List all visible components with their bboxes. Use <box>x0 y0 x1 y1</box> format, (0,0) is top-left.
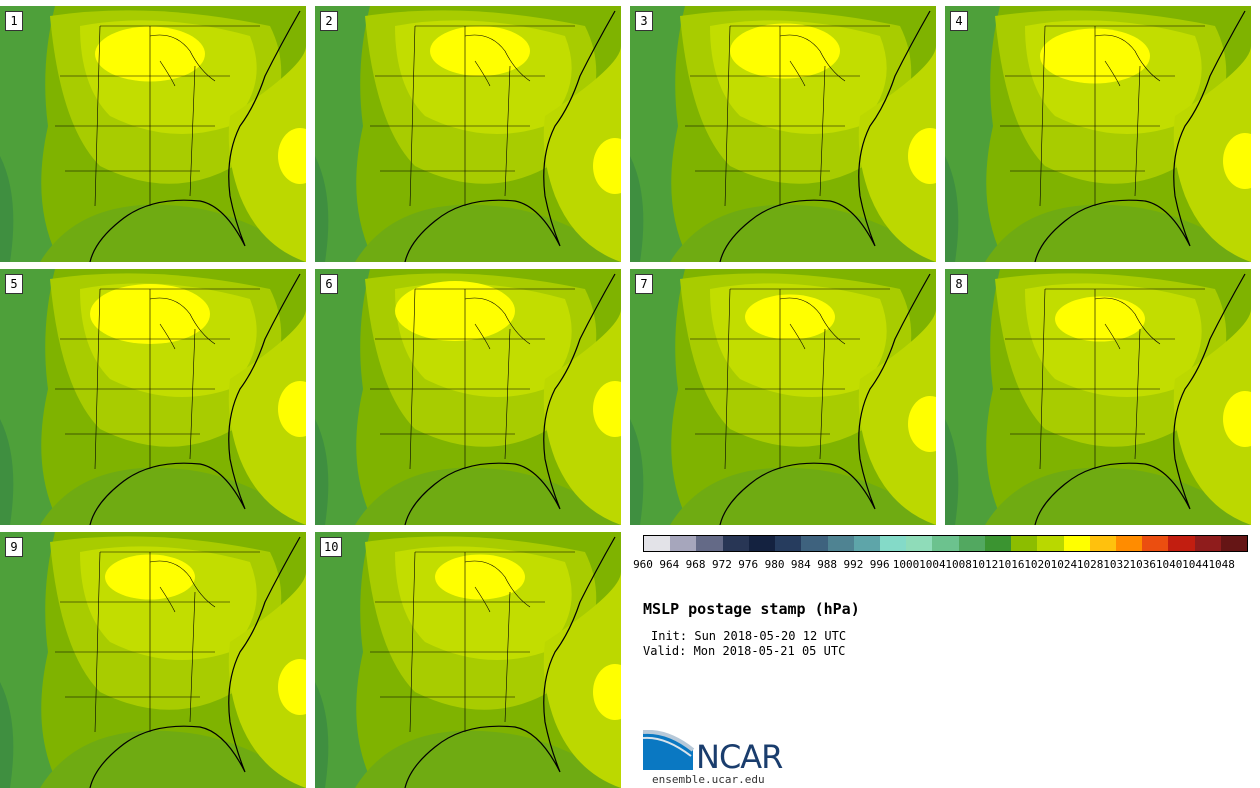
chart-title: MSLP postage stamp (hPa) <box>643 600 860 618</box>
colorbar-tick-label: 1024 <box>1050 558 1078 571</box>
colorbar-segment <box>644 536 671 551</box>
colorbar-segment <box>906 536 933 551</box>
ensemble-member-map-9: 9 <box>0 532 306 788</box>
colorbar-tick-label: 1036 <box>1129 558 1157 571</box>
colorbar-tick-label: 1004 <box>919 558 946 571</box>
mslp-map <box>0 269 306 525</box>
colorbar-tick-label: 992 <box>843 558 864 571</box>
member-label: 4 <box>950 11 968 31</box>
ensemble-member-map-7: 7 <box>630 269 936 525</box>
ncar-logo-icon <box>643 730 695 770</box>
mslp-map <box>945 269 1251 525</box>
colorbar-tick-label: 972 <box>711 558 732 571</box>
colorbar-segment <box>1168 536 1195 551</box>
colorbar-tick-label: 988 <box>817 558 838 571</box>
colorbar-tick-label: 976 <box>738 558 759 571</box>
member-label: 7 <box>635 274 653 294</box>
colorbar-tick-label: 1044 <box>1182 558 1209 571</box>
ensemble-member-map-6: 6 <box>315 269 621 525</box>
mslp-colorbar <box>643 535 1248 552</box>
logo-wordmark: NCAR <box>696 738 783 776</box>
ensemble-member-map-10: 10 <box>315 532 621 788</box>
ensemble-member-map-4: 4 <box>945 6 1251 262</box>
colorbar-segment <box>1089 536 1116 551</box>
colorbar-tick-label: 1020 <box>1024 558 1051 571</box>
colorbar-tick-label: 1000 <box>892 558 920 571</box>
colorbar-segment <box>801 536 828 551</box>
colorbar-segment <box>670 536 697 551</box>
colorbar-tick-label: 1048 <box>1208 558 1235 571</box>
colorbar-tick-labels: 960 964 968 972 976 980 984 988 992 996 1000 1004 10… <box>632 558 1260 572</box>
member-label: 1 <box>5 11 23 31</box>
colorbar-segment <box>932 536 959 551</box>
ensemble-member-map-5: 5 <box>0 269 306 525</box>
colorbar-segment <box>1194 536 1221 551</box>
mslp-map <box>0 6 306 262</box>
colorbar-segment <box>748 536 776 551</box>
colorbar-segment <box>958 536 985 551</box>
colorbar-segment <box>696 536 723 551</box>
colorbar-segment <box>879 536 907 551</box>
colorbar-tick-label: 984 <box>790 558 811 571</box>
colorbar-tick-label: 1012 <box>971 558 999 571</box>
colorbar-segment <box>853 536 880 551</box>
mslp-map <box>0 532 306 788</box>
ensemble-member-map-2: 2 <box>315 6 621 262</box>
mslp-map <box>630 269 936 525</box>
member-label: 9 <box>5 537 23 557</box>
colorbar-tick-label: 980 <box>764 558 785 571</box>
ensemble-member-map-3: 3 <box>630 6 936 262</box>
colorbar-segment <box>1063 536 1090 551</box>
colorbar-tick-label: 1016 <box>998 558 1025 571</box>
colorbar-tick-label: 996 <box>869 558 890 571</box>
colorbar-tick-label: 1008 <box>945 558 972 571</box>
colorbar-segment <box>984 536 1012 551</box>
valid-time: Valid: Mon 2018-05-21 05 UTC <box>643 644 846 658</box>
logo-url: ensemble.ucar.edu <box>652 773 765 786</box>
colorbar-segment <box>722 536 749 551</box>
member-label: 10 <box>320 537 343 557</box>
init-time: Init: Sun 2018-05-20 12 UTC <box>651 629 847 643</box>
colorbar-tick-label: 1032 <box>1103 558 1130 571</box>
colorbar-tick-label: 1028 <box>1076 558 1104 571</box>
colorbar-tick-label: 968 <box>685 558 706 571</box>
member-label: 5 <box>5 274 23 294</box>
member-label: 2 <box>320 11 338 31</box>
mslp-map <box>945 6 1251 262</box>
ensemble-member-map-8: 8 <box>945 269 1251 525</box>
mslp-map <box>315 269 621 525</box>
colorbar-segment <box>1037 536 1064 551</box>
colorbar-segment <box>1011 536 1038 551</box>
colorbar-tick-label: 1040 <box>1155 558 1183 571</box>
mslp-map <box>315 6 621 262</box>
mslp-map <box>315 532 621 788</box>
colorbar-tick-label: 960 <box>633 558 653 571</box>
member-label: 6 <box>320 274 338 294</box>
colorbar-segment <box>1115 536 1143 551</box>
colorbar-segment <box>1142 536 1169 551</box>
member-label: 8 <box>950 274 968 294</box>
colorbar-segment <box>827 536 854 551</box>
mslp-map <box>630 6 936 262</box>
colorbar-segment <box>1220 536 1248 551</box>
ensemble-member-map-1: 1 <box>0 6 306 262</box>
colorbar-segment <box>775 536 802 551</box>
colorbar-tick-label: 964 <box>659 558 680 571</box>
member-label: 3 <box>635 11 653 31</box>
